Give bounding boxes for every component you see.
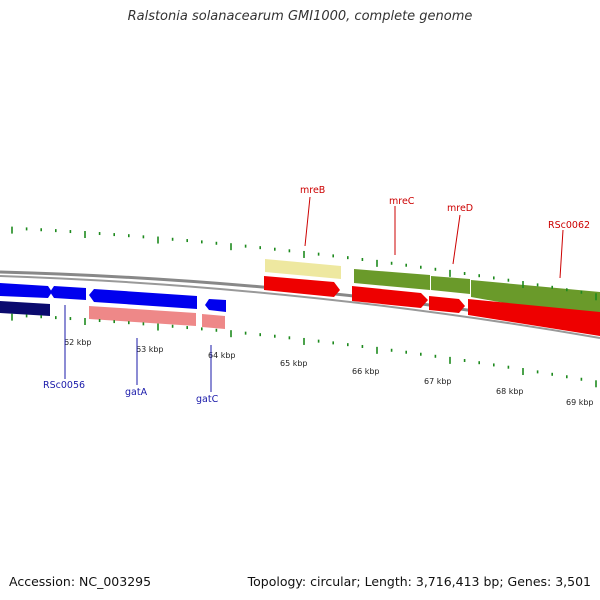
kbp-label: 67 kbp — [424, 377, 452, 386]
gene-label-bottom[interactable]: gatA — [125, 387, 148, 398]
feature-darkblue[interactable] — [0, 301, 50, 316]
gene-label-top[interactable]: mreB — [300, 185, 325, 196]
kbp-label: 66 kbp — [352, 367, 380, 376]
gene-label-top[interactable]: mreD — [447, 203, 473, 214]
kbp-label: 65 kbp — [280, 359, 308, 368]
feature-blue-gatA[interactable] — [89, 289, 197, 309]
tick-row-top — [11, 226, 597, 301]
feature-pink-1[interactable] — [89, 306, 196, 326]
feature-olive-2[interactable] — [431, 276, 470, 294]
feature-red-RSc0062[interactable] — [468, 299, 600, 336]
feature-yellow-mreB[interactable] — [265, 259, 341, 279]
gene-label-bottom[interactable]: RSc0056 — [43, 380, 85, 391]
tick-row-bottom — [11, 313, 597, 388]
feature-blue-gatC[interactable] — [205, 299, 226, 312]
backbone-inner — [0, 275, 600, 339]
kbp-label: 68 kbp — [496, 387, 524, 396]
feature-olive-1[interactable] — [354, 269, 430, 290]
feature-red-mreB[interactable] — [264, 276, 340, 297]
gene-labels-bottom: RSc0056 gatA gatC — [43, 305, 219, 405]
genome-summary-text: Topology: circular; Length: 3,716,413 bp… — [247, 574, 591, 589]
gene-label-line — [452, 214, 461, 265]
gene-labels-top: mreB mreC mreD RSc0062 — [300, 185, 590, 279]
feature-red-mreD[interactable] — [429, 296, 465, 313]
gene-label-line — [304, 196, 311, 247]
gene-label-bottom[interactable]: gatC — [196, 394, 219, 405]
kbp-label: 63 kbp — [136, 345, 164, 354]
kbp-labels: 62 kbp 63 kbp 64 kbp 65 kbp 66 kbp 67 kbp 68 k… — [64, 338, 594, 407]
feature-red-mreC[interactable] — [352, 286, 428, 308]
feature-pink-2[interactable] — [202, 314, 225, 329]
feature-blue-1[interactable] — [0, 283, 52, 298]
gene-label-line — [559, 229, 564, 279]
gene-label-top[interactable]: mreC — [389, 196, 415, 207]
feature-blue-2[interactable] — [50, 286, 86, 300]
kbp-label: 62 kbp — [64, 338, 92, 347]
accession-text: Accession: NC_003295 — [9, 574, 152, 589]
gene-label-top[interactable]: RSc0062 — [548, 220, 590, 231]
kbp-label: 64 kbp — [208, 351, 236, 360]
kbp-label: 69 kbp — [566, 398, 594, 407]
map-title: Ralstonia solanacearum GMI1000, complete… — [127, 9, 473, 24]
